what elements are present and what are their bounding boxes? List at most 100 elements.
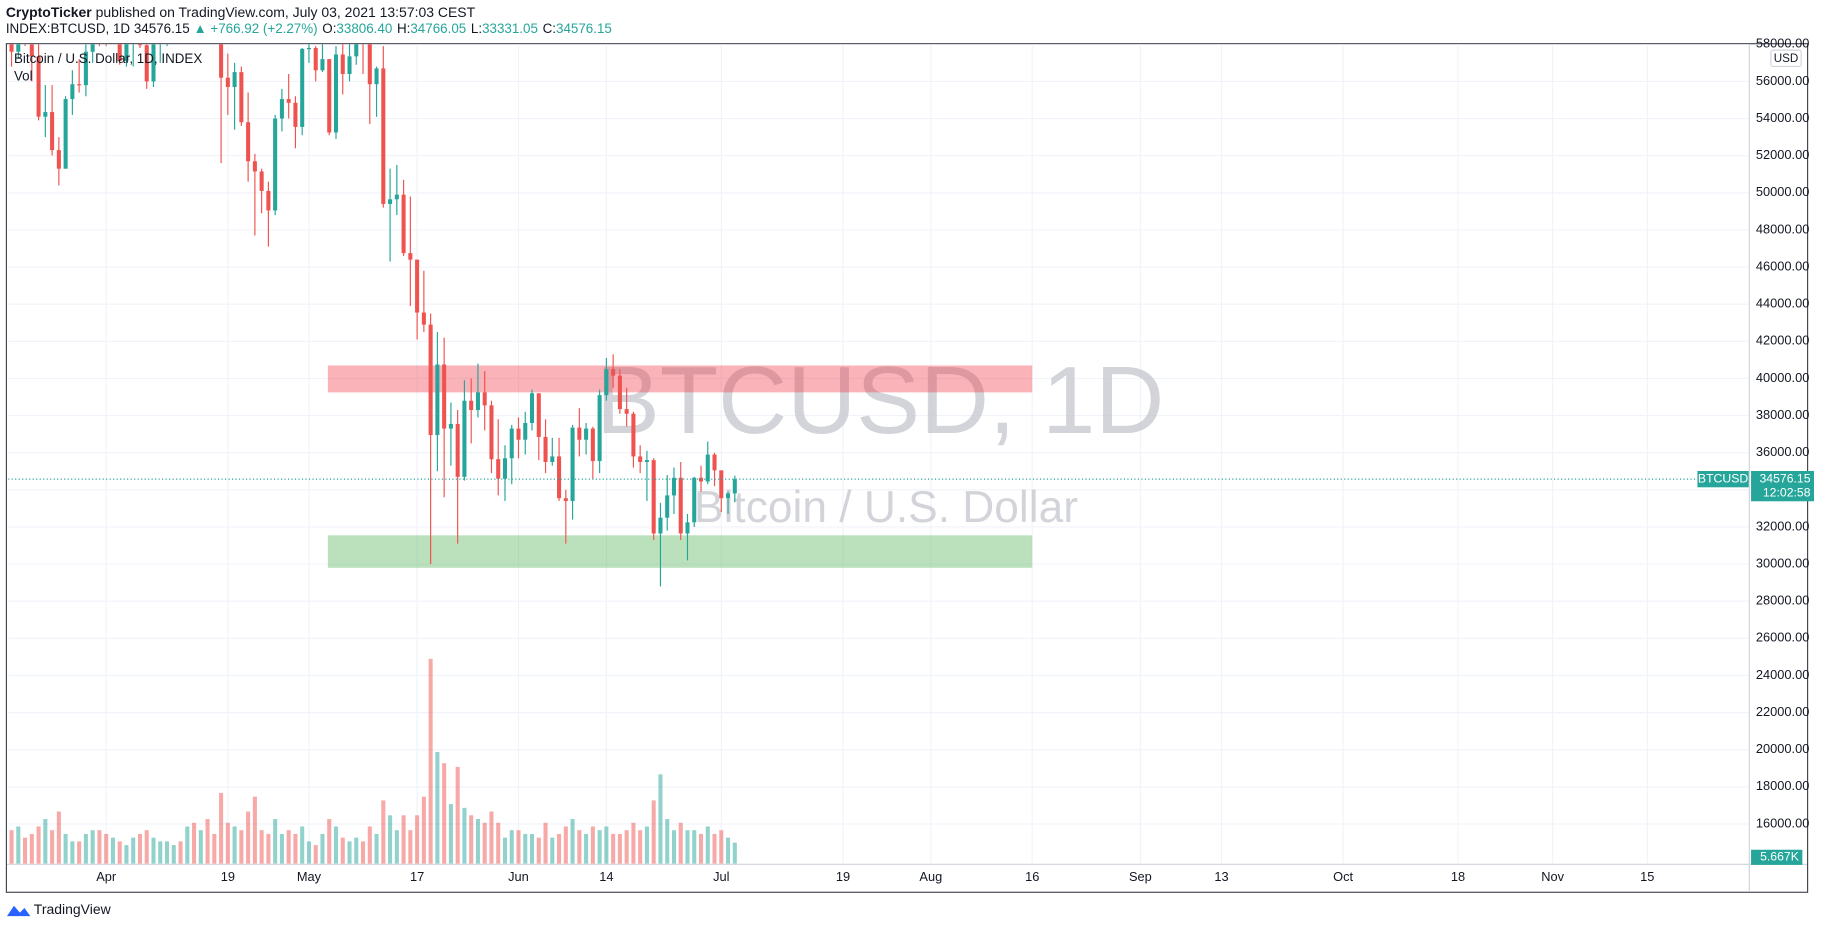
volume-bar — [361, 841, 366, 864]
candle-body — [523, 423, 528, 440]
candle-body — [354, 44, 359, 57]
candle-body — [408, 253, 413, 260]
x-tick-label: Nov — [1541, 869, 1564, 884]
y-tick-label: 36000.00 — [1756, 444, 1809, 459]
candle-body — [259, 171, 264, 191]
volume-bar — [252, 796, 257, 864]
volume-legend: Vol — [14, 68, 33, 83]
volume-bar — [651, 800, 656, 864]
volume-bar — [462, 807, 467, 864]
volume-bar — [104, 833, 109, 864]
candle-body — [381, 68, 386, 204]
candle-body — [29, 44, 34, 57]
candle-body — [732, 479, 737, 494]
volume-bar — [158, 841, 163, 864]
volume-bar — [144, 830, 149, 864]
volume-bar — [509, 830, 514, 864]
volume-bar — [110, 837, 115, 864]
candle-body — [239, 72, 244, 123]
volume-bar — [36, 826, 41, 864]
candle-body — [9, 44, 14, 52]
candle-body — [712, 454, 717, 471]
x-tick-label: Apr — [96, 869, 117, 884]
candle-body — [327, 59, 332, 133]
volume-bar — [597, 830, 602, 864]
candle-body — [158, 42, 162, 43]
volume-bar — [536, 837, 541, 864]
candle-body — [475, 392, 480, 411]
candle-body — [56, 150, 61, 169]
volume-bar — [469, 815, 474, 864]
y-tick-label: 32000.00 — [1756, 518, 1809, 533]
volume-bar — [482, 822, 487, 864]
candle-body — [401, 194, 406, 254]
candle-body — [462, 400, 467, 477]
candle-body — [151, 44, 156, 82]
volume-bar — [475, 819, 480, 864]
volume-bar — [90, 830, 95, 864]
volume-bar — [671, 830, 676, 864]
volume-bar — [300, 826, 305, 864]
candle-body — [144, 45, 149, 82]
candle-body — [43, 112, 48, 117]
y-tick-label: 54000.00 — [1756, 110, 1809, 125]
volume-bar — [374, 833, 379, 864]
volume-bar — [333, 826, 339, 864]
candle-body — [442, 364, 447, 429]
x-tick-label: 18 — [1451, 869, 1465, 884]
volume-bar — [9, 830, 14, 864]
volume-bar — [239, 830, 244, 864]
volume-bar — [442, 763, 447, 864]
volume-bar — [70, 841, 75, 864]
candle-body — [685, 522, 690, 534]
candle-body — [658, 517, 663, 534]
frame — [5, 43, 1809, 893]
candle-body — [347, 56, 352, 74]
volume-bar — [415, 815, 420, 864]
ohlc-label: C: — [543, 21, 556, 36]
ohlc-label: L: — [471, 21, 482, 36]
symbol: INDEX:BTCUSD, 1D — [6, 21, 131, 36]
volume-bar — [327, 819, 332, 864]
published: published on TradingView.com, July 03, 2… — [96, 4, 476, 20]
candle-body — [577, 427, 582, 440]
volume-bar — [151, 837, 156, 864]
ohlc-value: 34766.05 — [410, 21, 466, 36]
volume-bar — [448, 804, 453, 864]
y-tick-label: 42000.00 — [1756, 333, 1809, 348]
volume-bar — [394, 830, 399, 864]
volume-bar — [631, 822, 636, 864]
candle-body — [665, 495, 670, 518]
volume-bar — [611, 833, 616, 864]
candle-body — [570, 427, 575, 501]
volume-bar — [259, 830, 264, 864]
volume-bar — [617, 833, 622, 864]
candle-body — [516, 428, 521, 440]
symbol-label: BTCUSD — [1698, 471, 1748, 485]
candle-body — [678, 477, 683, 534]
x-tick-label: Jul — [713, 869, 729, 884]
volume-bar — [198, 830, 203, 864]
volume-bar — [523, 833, 528, 864]
watermark-name: Bitcoin / U.S. Dollar — [694, 483, 1078, 532]
y-tick-label: 56000.00 — [1756, 73, 1809, 88]
x-tick-label: 13 — [1214, 869, 1228, 884]
volume-bar — [428, 658, 433, 864]
candle-body — [489, 405, 494, 460]
volume-bar — [658, 774, 663, 864]
candle-body — [584, 428, 589, 440]
candle-body — [293, 102, 298, 127]
candle-body — [83, 51, 88, 86]
volume-bar — [705, 826, 710, 864]
volume-bar — [117, 841, 122, 864]
candle-body — [692, 477, 697, 523]
candle-body — [421, 312, 426, 325]
ohlc-value: 33806.40 — [336, 21, 392, 36]
volume-bar — [570, 819, 575, 864]
candle-body — [543, 436, 548, 462]
candle-body — [536, 393, 541, 437]
candle-body — [590, 428, 595, 462]
volume-bar — [313, 845, 318, 864]
volume-bar — [401, 815, 406, 864]
